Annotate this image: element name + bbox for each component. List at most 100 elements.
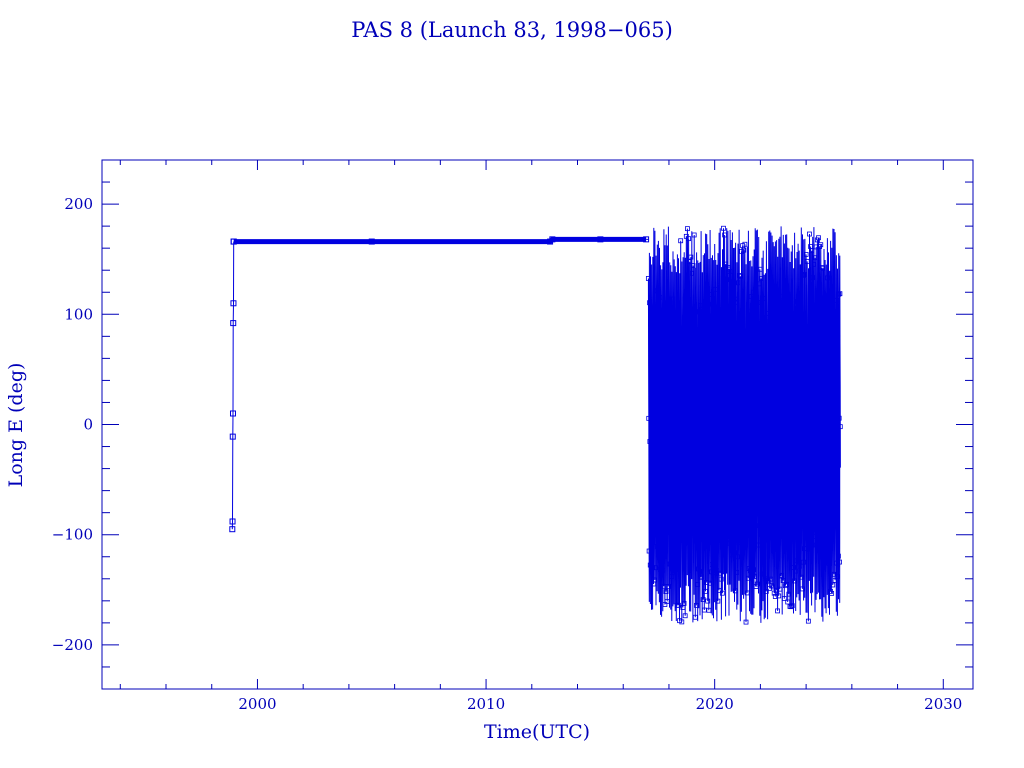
data-point xyxy=(733,588,738,594)
data-point xyxy=(671,561,677,567)
data-point xyxy=(664,310,669,316)
data-point xyxy=(803,252,809,257)
data-point xyxy=(700,597,706,602)
data-point xyxy=(721,225,726,231)
data-point xyxy=(779,572,785,578)
data-point xyxy=(763,455,769,461)
data-point xyxy=(819,265,825,270)
data-point xyxy=(672,448,678,453)
data-point xyxy=(782,448,788,454)
data-point xyxy=(745,459,751,465)
data-point xyxy=(751,295,757,301)
data-point xyxy=(649,312,655,318)
data-point xyxy=(675,343,681,349)
data-point xyxy=(230,320,237,327)
data-point xyxy=(763,588,769,594)
data-point xyxy=(815,373,821,378)
data-point xyxy=(826,561,832,566)
data-point xyxy=(811,534,817,539)
data-point xyxy=(832,447,838,453)
data-point xyxy=(829,590,835,596)
data-point xyxy=(836,553,841,559)
data-point xyxy=(760,423,765,429)
data-point xyxy=(773,460,779,466)
data-point xyxy=(832,318,838,323)
data-point xyxy=(788,458,794,464)
data-point xyxy=(734,299,740,305)
data-point xyxy=(713,432,719,438)
data-point xyxy=(744,590,750,596)
data-point xyxy=(715,598,721,604)
data-point xyxy=(724,277,730,282)
data-point xyxy=(750,289,756,295)
data-point xyxy=(797,430,803,436)
data-point xyxy=(780,578,786,583)
x-tick-labels: 2000 2010 2020 2030 xyxy=(238,695,962,713)
data-point xyxy=(751,567,757,573)
data-point xyxy=(727,269,733,274)
data-point xyxy=(836,291,842,297)
data-point xyxy=(753,449,759,455)
data-point xyxy=(689,527,694,533)
data-point xyxy=(787,335,793,341)
data-point xyxy=(753,308,758,314)
data-point xyxy=(707,459,712,465)
data-point xyxy=(816,369,822,375)
data-point xyxy=(671,308,677,314)
data-point xyxy=(690,522,696,528)
data-point xyxy=(646,548,652,554)
data-point xyxy=(689,270,695,276)
data-point xyxy=(817,366,823,372)
data-point xyxy=(652,577,658,583)
data-point xyxy=(725,536,731,542)
data-point xyxy=(770,584,776,590)
data-point xyxy=(692,614,698,620)
data-point xyxy=(802,400,808,406)
x-axis-label: Time(UTC) xyxy=(484,721,590,743)
data-point xyxy=(704,467,710,473)
data-point xyxy=(761,439,767,445)
data-point xyxy=(738,532,744,538)
data-point xyxy=(655,416,661,422)
axis-ticks xyxy=(102,160,973,689)
data-point xyxy=(721,354,727,360)
data-point xyxy=(694,454,700,460)
data-point xyxy=(731,550,737,556)
data-point xyxy=(762,321,767,327)
data-point xyxy=(691,232,697,238)
data-point xyxy=(654,543,660,549)
data-point xyxy=(688,254,694,260)
data-point xyxy=(229,410,236,417)
data-point xyxy=(229,518,236,525)
data-point xyxy=(692,479,698,485)
data-point xyxy=(731,284,737,290)
x-tick-label: 2010 xyxy=(467,695,505,713)
data-point xyxy=(677,498,683,504)
data-point xyxy=(763,323,768,328)
y-tick-label: −200 xyxy=(52,636,93,654)
data-point xyxy=(701,476,707,482)
data-point xyxy=(717,570,723,576)
y-tick-label: 0 xyxy=(83,416,93,434)
x-tick-label: 2030 xyxy=(924,695,962,713)
data-point xyxy=(798,436,804,442)
data-point xyxy=(706,466,711,472)
data-point xyxy=(831,312,837,318)
data-point xyxy=(679,490,684,496)
data-point xyxy=(715,459,720,465)
data-point xyxy=(687,259,693,265)
data-point xyxy=(664,455,670,461)
data-point xyxy=(663,589,669,595)
data-point xyxy=(741,247,747,253)
data-point xyxy=(692,348,697,354)
data-point xyxy=(780,433,786,439)
data-point xyxy=(699,574,705,580)
data-point xyxy=(806,486,812,492)
data-point xyxy=(770,452,776,458)
data-point xyxy=(778,573,784,579)
data-point xyxy=(797,563,803,569)
data-point xyxy=(696,309,702,315)
data-point xyxy=(665,583,671,589)
data-point xyxy=(795,556,801,562)
data-point xyxy=(769,583,775,589)
